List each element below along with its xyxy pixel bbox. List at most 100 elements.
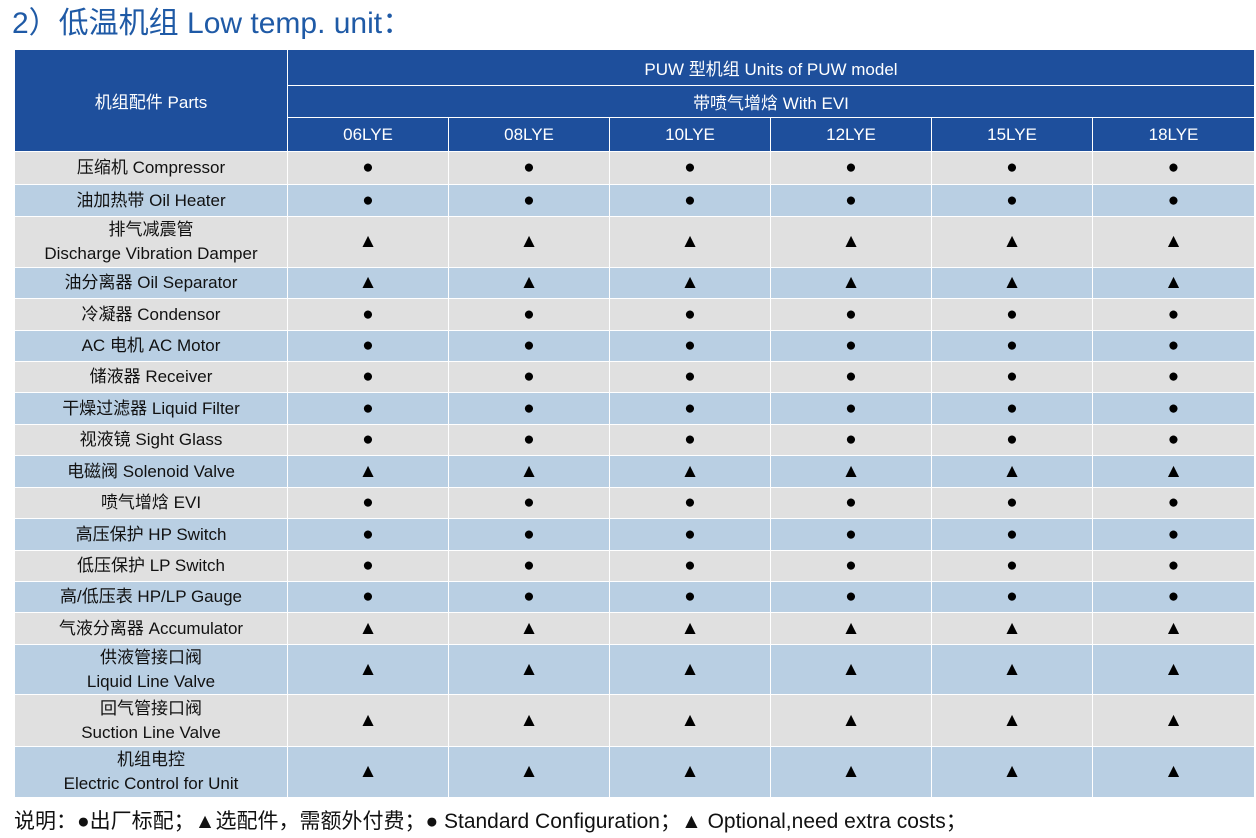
optional-triangle-icon: ▲ (519, 460, 539, 482)
optional-triangle-icon: ▲ (1164, 709, 1183, 731)
standard-dot-icon: ● (1167, 189, 1180, 211)
standard-dot-icon: ● (1167, 555, 1180, 576)
optional-triangle-icon: ▲ (1002, 709, 1022, 731)
optional-triangle-icon: ▲ (1002, 231, 1022, 252)
part-name: 视液镜 Sight Glass (79, 430, 223, 449)
part-name-cell: 机组电控 Electric Control for Unit (14, 746, 288, 798)
optional-triangle-icon: ▲ (680, 658, 700, 680)
config-cell: ▲ (448, 746, 610, 798)
optional-triangle-icon: ▲ (680, 617, 700, 639)
standard-dot-icon: ● (684, 555, 696, 576)
config-cell: ● (931, 550, 1093, 582)
table-row: 冷凝器 Condensor ● ● ● ● ● ● (14, 298, 1255, 331)
part-name-cell: AC 电机 AC Motor (14, 330, 288, 362)
optional-triangle-icon: ▲ (841, 460, 861, 482)
standard-dot-icon: ● (684, 189, 696, 211)
standard-dot-icon: ● (845, 335, 857, 356)
optional-triangle-icon: ▲ (358, 617, 378, 639)
model-header: 06LYE (287, 117, 449, 152)
page-title: 2）低温机组 Low temp. unit： (12, 7, 413, 40)
model-header: 10LYE (609, 117, 771, 152)
config-cell: ▲ (287, 694, 449, 747)
config-cell: ● (770, 361, 932, 393)
config-cell: ● (1092, 361, 1255, 393)
standard-dot-icon: ● (845, 523, 857, 545)
config-cell: ● (931, 184, 1093, 217)
part-name: 供液管接口阀 (100, 647, 202, 667)
config-cell: ● (609, 151, 771, 185)
part-name: 机组电控 (117, 750, 185, 769)
config-cell: ● (609, 518, 771, 551)
config-cell: ▲ (770, 694, 932, 747)
standard-dot-icon: ● (362, 429, 374, 450)
config-cell: ● (448, 518, 610, 551)
optional-triangle-icon: ▲ (841, 658, 861, 680)
part-name: 油加热带 Oil Heater (76, 190, 226, 210)
standard-dot-icon: ● (845, 586, 857, 607)
part-name: 压缩机 Compressor (76, 158, 226, 177)
table-row: 排气减震管 Discharge Vibration Damper ▲ ▲ ▲ ▲ ▲ ▲ (14, 216, 1255, 268)
part-name: 干燥过滤器 Liquid Filter (62, 398, 240, 418)
standard-dot-icon: ● (1006, 429, 1018, 450)
config-cell: ● (1092, 518, 1255, 551)
config-cell: ● (931, 487, 1093, 519)
config-cell: ▲ (770, 267, 932, 299)
optional-triangle-icon: ▲ (358, 709, 378, 731)
optional-triangle-icon: ▲ (680, 761, 700, 782)
part-name: 电磁阀 Solenoid Valve (67, 461, 235, 481)
config-cell: ▲ (931, 694, 1093, 747)
model-header: 15LYE (931, 117, 1093, 152)
parts-header: 机组配件 Parts (14, 49, 288, 152)
optional-triangle-icon: ▲ (1002, 272, 1022, 293)
optional-triangle-icon: ▲ (358, 761, 378, 782)
config-cell: ▲ (1092, 694, 1255, 747)
optional-triangle-icon: ▲ (519, 761, 539, 782)
standard-dot-icon: ● (1167, 157, 1180, 178)
standard-dot-icon: ● (845, 397, 857, 419)
config-cell: ▲ (931, 267, 1093, 299)
config-cell: ● (287, 424, 449, 456)
config-cell: ● (1092, 424, 1255, 456)
standard-dot-icon: ● (1167, 303, 1180, 325)
part-name: 喷气增焓 EVI (100, 493, 202, 512)
optional-triangle-icon: ▲ (519, 272, 539, 293)
standard-dot-icon: ● (845, 555, 857, 576)
config-cell: ● (448, 424, 610, 456)
part-name: 回气管接口阀 (100, 698, 202, 718)
config-cell: ● (609, 392, 771, 425)
config-cell: ▲ (448, 644, 610, 695)
optional-triangle-icon: ▲ (841, 709, 861, 731)
config-cell: ● (287, 392, 449, 425)
part-name-cell: 油分离器 Oil Separator (14, 267, 288, 299)
config-cell: ● (931, 392, 1093, 425)
group-header: PUW 型机组 Units of PUW model (287, 49, 1255, 86)
config-cell: ▲ (770, 644, 932, 695)
part-name-cell: 电磁阀 Solenoid Valve (14, 455, 288, 488)
standard-dot-icon: ● (1006, 523, 1018, 545)
optional-triangle-icon: ▲ (841, 231, 861, 252)
optional-triangle-icon: ▲ (680, 460, 700, 482)
table-row: 机组电控 Electric Control for Unit ▲ ▲ ▲ ▲ ▲ ▲ (14, 746, 1255, 798)
standard-dot-icon: ● (362, 366, 374, 387)
standard-dot-icon: ● (523, 523, 535, 545)
config-cell: ● (931, 518, 1093, 551)
part-name-cell: 高/低压表 HP/LP Gauge (14, 581, 288, 613)
model-header: 18LYE (1092, 117, 1255, 152)
optional-triangle-icon: ▲ (1164, 617, 1183, 639)
part-name: 高压保护 HP Switch (75, 524, 227, 544)
config-cell: ▲ (770, 612, 932, 645)
standard-dot-icon: ● (1006, 586, 1018, 607)
standard-dot-icon: ● (523, 303, 535, 325)
config-cell: ● (287, 184, 449, 217)
standard-dot-icon: ● (362, 492, 374, 513)
config-cell: ▲ (770, 746, 932, 798)
standard-dot-icon: ● (1006, 303, 1018, 325)
part-name: AC 电机 AC Motor (81, 336, 221, 355)
part-name-cell: 油加热带 Oil Heater (14, 184, 288, 217)
table-row: 气液分离器 Accumulator ▲ ▲ ▲ ▲ ▲ ▲ (14, 612, 1255, 645)
optional-triangle-icon: ▲ (841, 272, 861, 293)
part-name-cell: 高压保护 HP Switch (14, 518, 288, 551)
standard-dot-icon: ● (684, 335, 696, 356)
model-header: 12LYE (770, 117, 932, 152)
part-name-cell: 喷气增焓 EVI (14, 487, 288, 519)
